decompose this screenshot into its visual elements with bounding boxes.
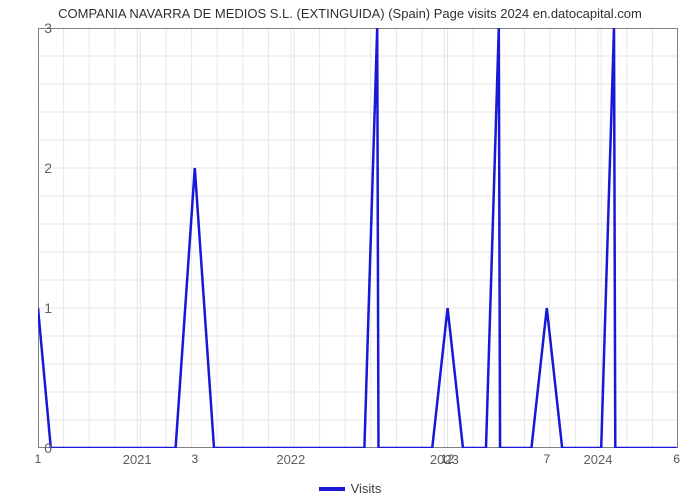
visits-chart: COMPANIA NAVARRA DE MEDIOS S.L. (EXTINGU…: [0, 0, 700, 500]
y-tick-label: 3: [22, 20, 52, 36]
x-point-label: 1: [35, 452, 42, 466]
x-point-label: 7: [543, 452, 550, 466]
legend: Visits: [0, 481, 700, 496]
y-tick-label: 2: [22, 160, 52, 176]
chart-title: COMPANIA NAVARRA DE MEDIOS S.L. (EXTINGU…: [0, 6, 700, 21]
x-point-label: 3: [191, 452, 198, 466]
legend-swatch: [319, 487, 345, 491]
legend-label: Visits: [351, 481, 382, 496]
x-point-label: 12: [441, 452, 454, 466]
plot-area: [38, 28, 678, 448]
x-year-label: 2022: [276, 452, 305, 467]
plot-svg: [38, 28, 678, 448]
x-year-label: 2021: [123, 452, 152, 467]
x-point-label: 6: [673, 452, 680, 466]
y-tick-label: 1: [22, 300, 52, 316]
x-year-label: 2024: [584, 452, 613, 467]
